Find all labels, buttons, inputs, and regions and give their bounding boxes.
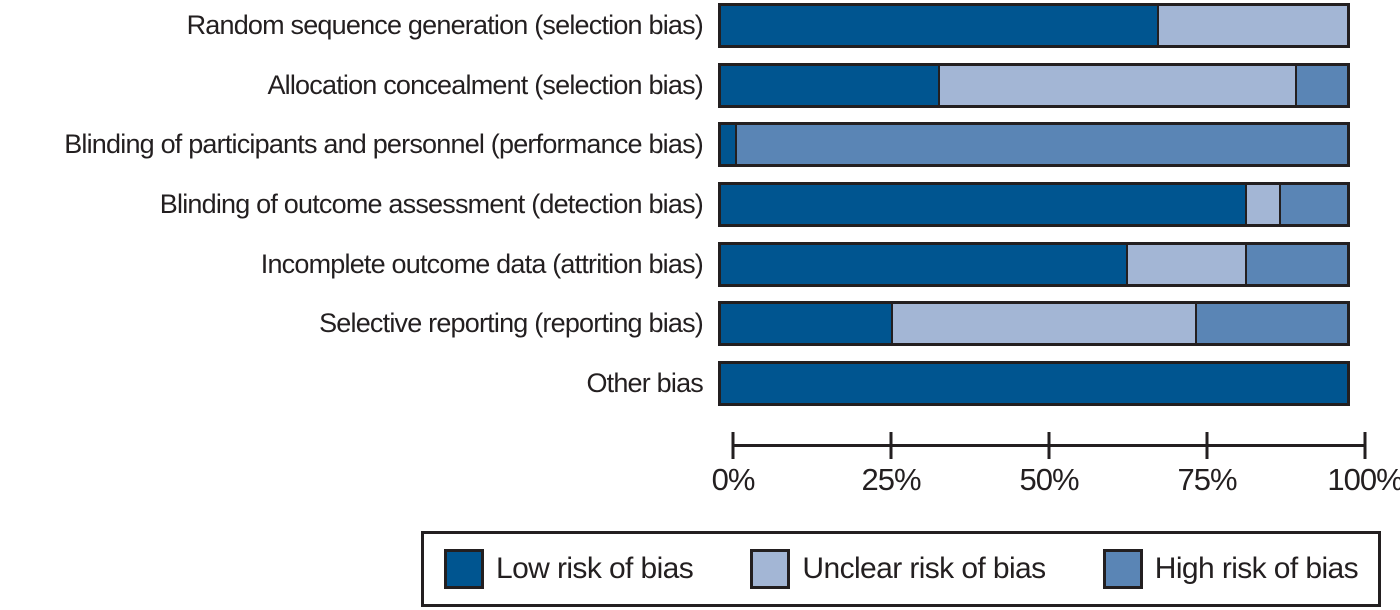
bar-segment-unclear-risk-of-bias [1159,6,1347,45]
row-label: Selective reporting (reporting bias) [319,308,704,339]
legend-label: Unclear risk of bias [802,552,1046,585]
bar-segment-unclear-risk-of-bias [940,65,1297,105]
row-label: Blinding of outcome assessment (detectio… [159,189,704,220]
legend-label: High risk of bias [1154,552,1359,585]
legend-item-low-risk-of-bias: Low risk of bias [444,549,694,589]
bar-segment-low-risk-of-bias [721,244,1128,284]
legend-item-high-risk-of-bias: High risk of bias [1102,549,1359,589]
row-label: Random sequence generation (selection bi… [186,10,704,40]
x-axis-tick-label: 100% [1327,462,1400,497]
bar-segment-high-risk-of-bias [736,125,1347,165]
row-label: Incomplete outcome data (attrition bias) [260,248,704,279]
legend-item-unclear-risk-of-bias: Unclear risk of bias [750,549,1046,589]
x-axis-tick [1363,432,1367,459]
row-label: Allocation concealment (selection bias) [267,69,703,100]
chart-row: Incomplete outcome data (attrition bias) [0,241,1400,287]
bar-track [718,301,1350,347]
bar-segment-high-risk-of-bias [1196,304,1347,344]
row-label: Blinding of participants and personnel (… [64,129,704,160]
chart-row: Blinding of outcome assessment (detectio… [0,182,1400,228]
bar-segment-unclear-risk-of-bias [893,304,1197,344]
bar-segment-high-risk-of-bias [1281,185,1347,225]
bar-rows: Random sequence generation (selection bi… [0,3,1400,421]
bar-segment-unclear-risk-of-bias [1127,244,1247,284]
bar-segment-low-risk-of-bias [721,364,1347,404]
x-axis-tick [1205,432,1209,459]
bar-track [718,122,1350,168]
bar-segment-low-risk-of-bias [721,6,1160,45]
chart-row: Selective reporting (reporting bias) [0,301,1400,347]
chart-row: Random sequence generation (selection bi… [0,3,1400,48]
legend: Low risk of bias Unclear risk of bias High… [421,531,1381,607]
bar-segment-high-risk-of-bias [1296,65,1347,105]
chart-row: Other bias [0,361,1400,407]
x-axis-tick-label: 0% [711,462,756,497]
row-label: Other bias [586,368,703,399]
x-axis [731,432,1367,459]
x-axis-tick [1047,432,1051,459]
x-axis-tick-label: 25% [861,462,921,497]
bar-segment-unclear-risk-of-bias [1246,185,1282,225]
x-axis-tick-labels: 0% 25% 50% 75% 100% [712,462,1400,500]
bar-track [718,361,1350,407]
legend-swatch-low-risk-of-bias [444,549,484,589]
x-axis-tick [731,432,735,459]
chart-row: Blinding of participants and personnel (… [0,122,1400,168]
bar-segment-high-risk-of-bias [1246,244,1347,284]
bar-segment-low-risk-of-bias [721,125,737,165]
legend-swatch-unclear-risk-of-bias [750,549,791,589]
bar-track [718,62,1350,108]
bar-segment-low-risk-of-bias [721,185,1247,225]
x-axis-tick [889,432,893,459]
bar-segment-low-risk-of-bias [721,65,941,105]
x-axis-tick-label: 75% [1177,462,1237,497]
bar-track [718,241,1350,287]
x-axis-tick-label: 50% [1019,462,1079,497]
legend-swatch-high-risk-of-bias [1102,549,1143,589]
chart-row: Allocation concealment (selection bias) [0,62,1400,108]
bar-track [718,3,1350,48]
legend-label: Low risk of bias [496,552,694,585]
bar-segment-low-risk-of-bias [721,304,894,344]
bar-track [718,182,1350,228]
